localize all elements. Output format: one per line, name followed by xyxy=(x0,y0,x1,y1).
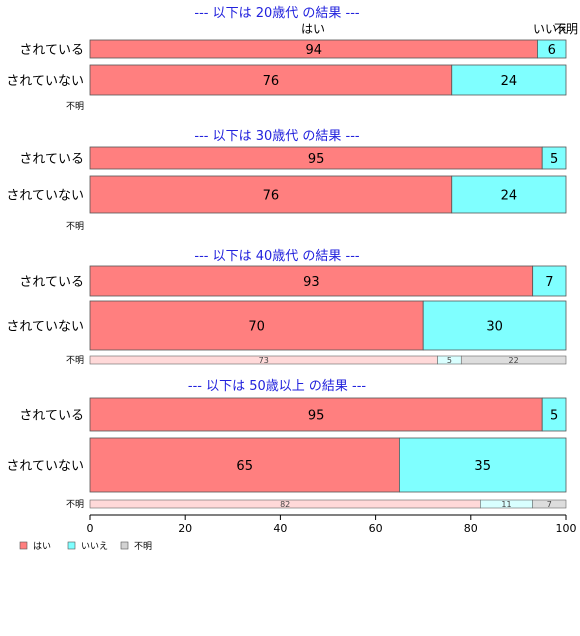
unknown-row-label-2: 不明 xyxy=(66,221,84,232)
bar-value-2-2-2: 24 xyxy=(501,189,518,204)
bar-value-4-2-1: 65 xyxy=(236,459,253,474)
bar-segment-1-2-2 xyxy=(451,64,567,96)
bar-value-1-2-2: 24 xyxy=(501,74,518,89)
top-label-yes: はい xyxy=(301,22,325,36)
row-label-3-2: されていない xyxy=(6,320,84,335)
x-tick-label-5: 100 xyxy=(556,522,577,535)
bar-value-2-1-2: 5 xyxy=(550,152,558,167)
bar-value-1-1-1: 94 xyxy=(305,43,322,58)
bar-value-2-2-1: 76 xyxy=(263,189,280,204)
panel-title-2: --- 以下は 30歳代 の結果 --- xyxy=(194,129,360,144)
row-label-4-2: されていない xyxy=(6,459,84,474)
bar-value-4-2-2: 35 xyxy=(474,459,491,474)
row-label-1-1: されている xyxy=(19,43,84,58)
bar-value-3-2-1: 70 xyxy=(248,320,265,335)
bar-segment-2-2-2 xyxy=(451,175,567,214)
row-label-4-1: されている xyxy=(19,409,84,424)
legend-swatch-3 xyxy=(120,541,129,550)
bar-segment-4-2-1 xyxy=(89,437,400,493)
bar-segment-3-1-2 xyxy=(532,265,567,297)
legend-swatch-1 xyxy=(19,541,28,550)
x-tick-label-3: 60 xyxy=(369,522,383,535)
row-label-1-2: されていない xyxy=(6,74,84,89)
unknown-value-3-3: 22 xyxy=(509,356,519,365)
row-label-2-1: されている xyxy=(19,152,84,167)
x-tick-label-1: 20 xyxy=(178,522,192,535)
unknown-value-3-2: 5 xyxy=(447,356,452,365)
bar-value-3-1-2: 7 xyxy=(545,275,553,290)
bar-segment-3-1-1 xyxy=(89,265,534,297)
bar-value-1-1-2: 6 xyxy=(548,43,556,58)
unknown-value-3-1: 73 xyxy=(259,356,269,365)
legend-label-3: 不明 xyxy=(134,541,152,552)
panel-title-1: --- 以下は 20歳代 の結果 --- xyxy=(194,6,360,21)
legend-label-1: はい xyxy=(33,541,51,552)
unknown-row-label-4: 不明 xyxy=(66,499,84,510)
bar-value-4-1-1: 95 xyxy=(308,409,325,424)
top-label-no: いいえ xyxy=(533,22,569,36)
bar-segment-2-1-2 xyxy=(541,146,567,170)
unknown-value-4-2: 11 xyxy=(501,500,511,509)
x-tick-label-2: 40 xyxy=(273,522,287,535)
unknown-value-4-3: 7 xyxy=(547,500,552,509)
bar-segment-3-2-1 xyxy=(89,300,424,351)
bar-segment-1-1-2 xyxy=(537,39,567,59)
bar-value-3-2-2: 30 xyxy=(486,320,503,335)
x-tick-label-0: 0 xyxy=(87,522,94,535)
panel-title-4: --- 以下は 50歳以上 の結果 --- xyxy=(188,379,367,394)
unknown-row-label-1: 不明 xyxy=(66,101,84,112)
legend-label-2: いいえ xyxy=(81,541,108,552)
row-label-2-2: されていない xyxy=(6,189,84,204)
bar-value-2-1-1: 95 xyxy=(308,152,325,167)
bar-value-1-2-1: 76 xyxy=(263,74,280,89)
bar-segment-3-2-2 xyxy=(422,300,567,351)
bar-value-4-1-2: 5 xyxy=(550,409,558,424)
bar-segment-4-1-1 xyxy=(89,397,543,432)
unknown-segment-3-3 xyxy=(460,355,567,365)
bar-segment-4-1-2 xyxy=(541,397,567,432)
unknown-value-4-1: 82 xyxy=(280,500,290,509)
bar-value-3-1-1: 93 xyxy=(303,275,320,290)
row-label-3-1: されている xyxy=(19,275,84,290)
panel-title-3: --- 以下は 40歳代 の結果 --- xyxy=(194,249,360,264)
legend-swatch-2 xyxy=(67,541,76,550)
x-tick-label-4: 80 xyxy=(464,522,478,535)
unknown-row-label-3: 不明 xyxy=(66,355,84,366)
bar-segment-2-2-1 xyxy=(89,175,453,214)
unknown-segment-4-3 xyxy=(532,499,567,509)
bar-segment-4-2-2 xyxy=(398,437,567,493)
top-label-unknown: 不明 xyxy=(554,22,578,36)
